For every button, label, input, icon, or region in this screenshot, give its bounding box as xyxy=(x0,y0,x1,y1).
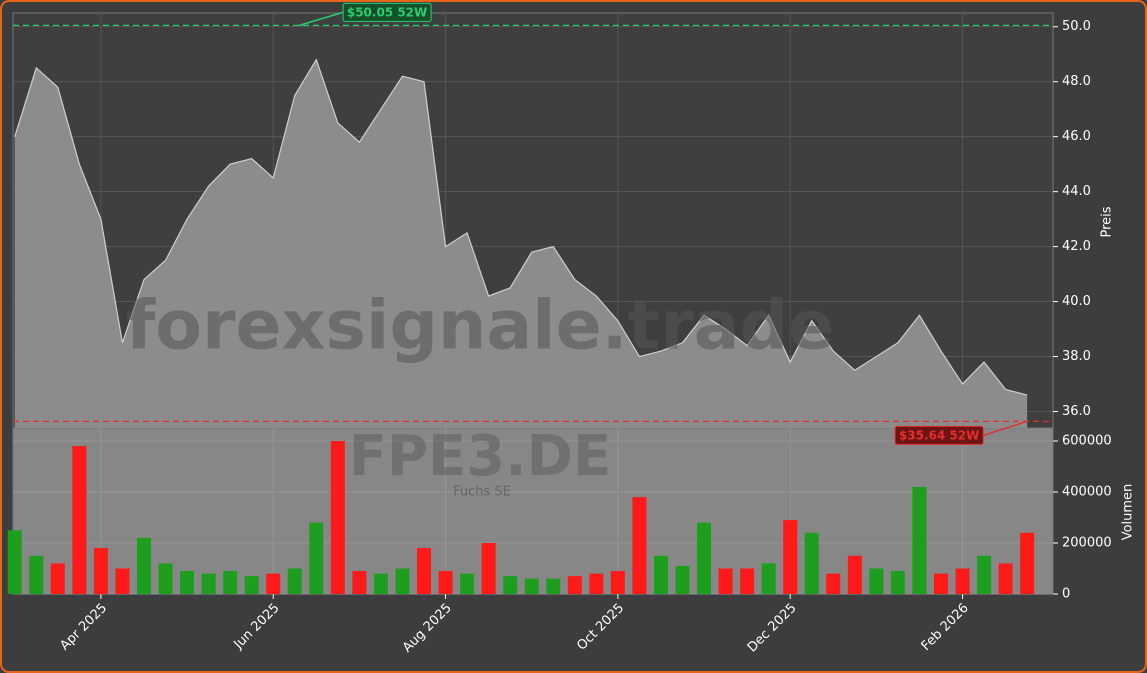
y-axis-label: Preis xyxy=(1100,206,1115,237)
volume-bar xyxy=(740,568,755,594)
volume-bar xyxy=(29,555,44,594)
volume-bar xyxy=(632,497,647,594)
volume-bar xyxy=(955,568,970,594)
volume-bar xyxy=(373,573,388,594)
volume-bar xyxy=(567,576,582,594)
volume-bar xyxy=(697,522,712,594)
y-tick-label: 40.0 xyxy=(1062,294,1091,309)
volume-bar xyxy=(847,555,862,594)
volume-bar xyxy=(158,563,173,594)
volume-bar xyxy=(503,576,518,594)
volume-bar xyxy=(546,578,561,594)
y-tick-label: 36.0 xyxy=(1062,404,1091,419)
volume-bar xyxy=(395,568,410,594)
watermark-company: Fuchs SE xyxy=(453,485,511,500)
volume-bar xyxy=(115,568,130,594)
volume-bar xyxy=(761,563,776,594)
y-axis-label: Volumen xyxy=(1121,484,1136,541)
volume-bar xyxy=(287,568,302,594)
annotation-box xyxy=(342,2,432,22)
watermark-symbol: FPE3.DE xyxy=(349,424,612,489)
volume-bar xyxy=(653,555,668,594)
volume-bar xyxy=(330,441,345,594)
volume-bar xyxy=(890,571,905,594)
volume-bar xyxy=(933,573,948,594)
y-tick-label: 600000 xyxy=(1062,434,1112,449)
volume-bar xyxy=(675,565,690,594)
annotation-label: $35.64 52W xyxy=(899,428,979,442)
annotation-arrow xyxy=(298,11,344,27)
volume-bar xyxy=(438,571,453,594)
volume-bar xyxy=(783,520,798,594)
volume-bar xyxy=(912,486,927,594)
volume-bar xyxy=(136,537,151,594)
volume-bar xyxy=(826,573,841,594)
volume-bar xyxy=(72,446,87,594)
y-tick-label: 48.0 xyxy=(1062,74,1091,89)
price-line xyxy=(14,58,1028,396)
volume-bar xyxy=(589,573,604,594)
volume-bar xyxy=(998,563,1013,594)
annotation-label: $50.05 52W xyxy=(347,5,427,19)
y-tick-label: 42.0 xyxy=(1062,239,1091,254)
volume-bar xyxy=(266,573,281,594)
volume-bar xyxy=(1020,532,1035,594)
volume-bar xyxy=(244,576,259,594)
y-tick-label: 200000 xyxy=(1062,536,1112,551)
y-tick-label: 44.0 xyxy=(1062,184,1091,199)
volume-bar xyxy=(309,522,324,594)
volume-bar xyxy=(223,571,238,594)
volume-bar xyxy=(460,573,475,594)
y-tick-label: 38.0 xyxy=(1062,349,1091,364)
volume-bar xyxy=(180,571,195,594)
volume-bar xyxy=(977,555,992,594)
y-tick-label: 50.0 xyxy=(1062,19,1091,34)
annotation-arrow xyxy=(982,420,1028,437)
volume-bar xyxy=(481,543,496,594)
volume-bar xyxy=(201,573,216,594)
volume-bar xyxy=(610,571,625,594)
y-tick-label: 400000 xyxy=(1062,485,1112,500)
volume-bar xyxy=(869,568,884,594)
volume-bar xyxy=(804,532,819,594)
watermark: forexsignale.trade xyxy=(126,287,835,366)
price-area xyxy=(14,59,1028,428)
volume-bar xyxy=(93,548,108,594)
volume-bar xyxy=(7,530,22,594)
y-tick-label: 0 xyxy=(1062,587,1070,602)
volume-bar xyxy=(417,548,432,594)
volume-bar xyxy=(50,563,65,594)
volume-bar xyxy=(352,571,367,594)
volume-bar xyxy=(524,578,539,594)
y-tick-label: 46.0 xyxy=(1062,129,1091,144)
volume-bar xyxy=(718,568,733,594)
annotation-box xyxy=(894,425,984,445)
